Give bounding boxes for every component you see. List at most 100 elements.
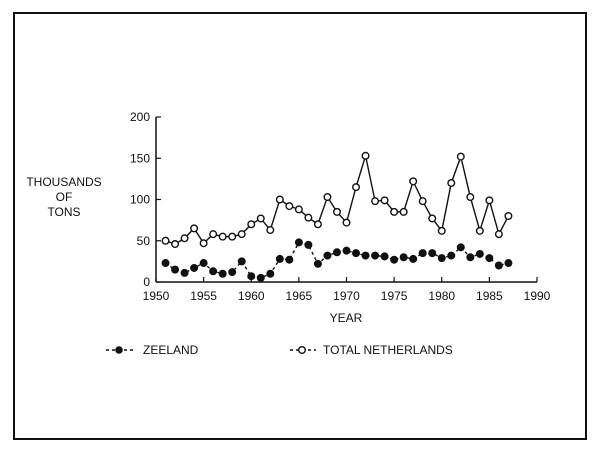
zeeland-point — [218, 269, 227, 278]
zeeland-point — [428, 249, 437, 258]
zeeland-point — [332, 248, 341, 257]
total-netherlands-point — [285, 202, 294, 211]
total-netherlands-point — [304, 213, 313, 222]
total-netherlands-point — [361, 151, 370, 160]
total-netherlands-point — [199, 239, 208, 248]
total-netherlands-point — [466, 193, 475, 202]
zeeland-point — [323, 251, 332, 260]
x-tick-label: 1955 — [190, 289, 217, 303]
x-tick-label: 1950 — [143, 289, 170, 303]
y-tick-label: 150 — [130, 151, 150, 165]
total-netherlands-point — [237, 230, 246, 239]
legend-marker-total-netherlands — [298, 346, 307, 355]
zeeland-point — [237, 257, 246, 266]
zeeland-point — [247, 272, 256, 281]
total-netherlands-point — [332, 207, 341, 216]
y-axis-label-line-1: THOUSANDS — [26, 175, 101, 189]
total-netherlands-point — [313, 220, 322, 229]
zeeland-point — [409, 254, 418, 263]
axes: 1950 1955 1960 1965 1970 1975 1980 1985 1990 0 50 1… — [130, 110, 551, 303]
zeeland-point — [313, 259, 322, 268]
total-netherlands-point — [294, 205, 303, 214]
total-netherlands-point — [390, 207, 399, 216]
zeeland-point — [171, 265, 180, 274]
zeeland-point — [199, 259, 208, 268]
zeeland-point — [228, 268, 237, 277]
zeeland-point — [475, 249, 484, 258]
x-tick-label: 1970 — [333, 289, 360, 303]
total-netherlands-point — [428, 214, 437, 223]
total-netherlands-point — [485, 196, 494, 205]
total-netherlands-point — [418, 197, 427, 206]
y-axis-label-line-2: OF — [56, 190, 73, 204]
zeeland-point — [352, 249, 361, 258]
x-tick-label: 1980 — [428, 289, 455, 303]
zeeland-point — [161, 259, 170, 268]
zeeland-point — [466, 253, 475, 262]
series-group — [161, 151, 513, 282]
total-netherlands-point — [380, 196, 389, 205]
legend: ZEELAND TOTAL NETHERLANDS — [106, 343, 453, 357]
zeeland-point — [456, 243, 465, 252]
legend-label-total-netherlands: TOTAL NETHERLANDS — [323, 343, 453, 357]
x-tick-label: 1985 — [476, 289, 503, 303]
zeeland-point — [180, 268, 189, 277]
total-netherlands-point — [323, 193, 332, 202]
x-tick-label: 1960 — [238, 289, 265, 303]
total-netherlands-point — [209, 230, 218, 239]
zeeland-point — [371, 251, 380, 260]
zeeland-point — [504, 259, 513, 268]
zeeland-point — [266, 269, 275, 278]
total-netherlands-point — [437, 226, 446, 235]
total-netherlands-point — [218, 232, 227, 241]
total-netherlands-point — [409, 177, 418, 186]
zeeland-point — [437, 254, 446, 263]
total-netherlands-point — [447, 178, 456, 187]
total-netherlands-point — [475, 226, 484, 235]
y-tick-label: 200 — [130, 110, 150, 124]
legend-label-zeeland: ZEELAND — [143, 343, 199, 357]
zeeland-point — [380, 252, 389, 261]
zeeland-point — [275, 254, 284, 263]
total-netherlands-point — [504, 211, 513, 220]
zeeland-point — [190, 263, 199, 272]
zeeland-point — [304, 240, 313, 249]
total-netherlands-point — [256, 214, 265, 223]
series-line-total-netherlands — [165, 154, 510, 245]
x-axis-label: YEAR — [330, 311, 363, 325]
total-netherlands-point — [494, 230, 503, 239]
y-axis-label-line-3: TONS — [47, 205, 80, 219]
zeeland-point — [399, 253, 408, 262]
total-netherlands-point — [190, 224, 199, 233]
zeeland-point — [342, 246, 351, 255]
total-netherlands-point — [161, 236, 170, 245]
x-tick-label: 1965 — [286, 289, 313, 303]
y-tick-label: 0 — [143, 275, 150, 289]
total-netherlands-point — [266, 226, 275, 235]
zeeland-point — [294, 238, 303, 247]
zeeland-point — [418, 249, 427, 258]
zeeland-point — [285, 255, 294, 264]
total-netherlands-point — [275, 195, 284, 204]
zeeland-point — [447, 251, 456, 260]
total-netherlands-point — [352, 183, 361, 192]
total-netherlands-point — [456, 152, 465, 161]
total-netherlands-point — [171, 240, 180, 249]
total-netherlands-point — [247, 220, 256, 229]
x-tick-label: 1990 — [524, 289, 551, 303]
y-tick-label: 50 — [137, 234, 151, 248]
total-netherlands-point — [180, 234, 189, 243]
zeeland-point — [361, 251, 370, 260]
zeeland-point — [390, 255, 399, 264]
total-netherlands-point — [228, 232, 237, 241]
chart-frame — [13, 12, 587, 440]
legend-marker-zeeland — [115, 346, 123, 354]
total-netherlands-point — [399, 207, 408, 216]
total-netherlands-point — [371, 197, 380, 206]
zeeland-point — [256, 273, 265, 282]
y-tick-label: 100 — [130, 193, 150, 207]
total-netherlands-point — [342, 218, 351, 227]
zeeland-point — [485, 254, 494, 263]
x-tick-label: 1975 — [381, 289, 408, 303]
